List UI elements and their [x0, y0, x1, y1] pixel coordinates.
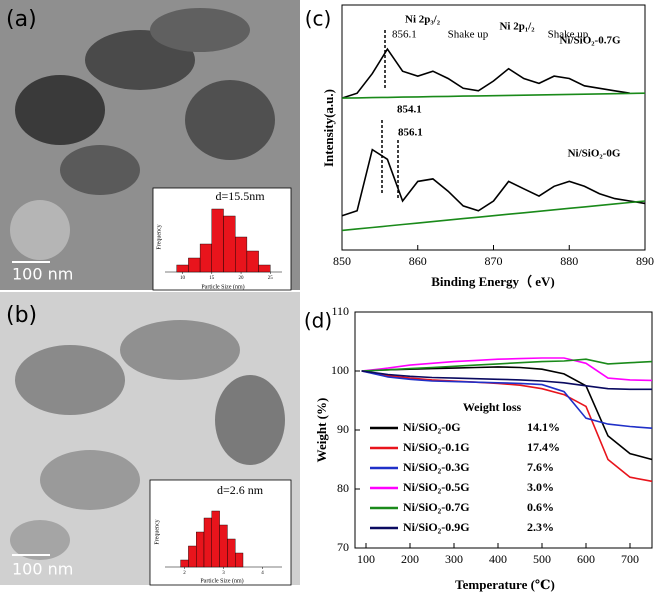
x-tick-label: 870	[485, 254, 503, 268]
plot-frame	[354, 311, 653, 549]
annotation: Ni 2p₃/₂	[405, 14, 441, 26]
inset-title: d=15.5nm	[215, 189, 265, 203]
series-line	[361, 357, 653, 382]
annotation: Ni 2p₁/₂	[499, 21, 535, 33]
series-line	[341, 200, 646, 232]
x-tick-label: 880	[560, 254, 578, 268]
series-line	[341, 47, 630, 99]
series-line	[361, 370, 653, 429]
histogram-bar	[223, 215, 236, 273]
histogram-bar	[188, 257, 201, 273]
series-line	[341, 92, 646, 99]
annotation: Ni/SiO₂-0G	[568, 148, 621, 160]
weight-loss-label: 7.6%	[527, 460, 554, 474]
legend-label: Ni/SiO₂-0.9G	[403, 520, 470, 534]
x-tick-label: 600	[577, 552, 595, 566]
panel-label: (d)	[304, 309, 332, 333]
x-tick-label: 850	[333, 254, 351, 268]
y-tick-label: 110	[331, 304, 349, 318]
scale-bar-label: 100 nm	[12, 560, 73, 579]
histogram-bar	[176, 264, 189, 273]
x-tick-label: 890	[636, 254, 654, 268]
x-axis-label: Particle Size (nm)	[200, 577, 243, 584]
annotation: Shake up	[548, 29, 589, 41]
x-tick-label: 100	[357, 552, 375, 566]
y-tick-label: 70	[337, 540, 349, 554]
y-axis-label: Frequency	[156, 224, 162, 249]
x-tick-label: 2	[183, 571, 186, 576]
annotation: 856.1	[392, 29, 417, 41]
histogram-bar	[203, 517, 213, 568]
panel-label: (a)	[6, 7, 37, 32]
histogram-bar	[234, 236, 248, 273]
weight-loss-label: 14.1%	[527, 420, 560, 434]
annotation: 854.1	[397, 104, 422, 116]
x-tick-label: 700	[621, 552, 639, 566]
scale-bar-label: 100 nm	[12, 265, 73, 284]
histogram-bar	[219, 524, 228, 568]
series-line	[361, 370, 652, 391]
inset-title: d=2.6 nm	[217, 483, 264, 497]
y-tick-label: 80	[337, 481, 349, 495]
histogram-bar	[180, 559, 189, 568]
histogram-bar	[188, 545, 197, 568]
x-tick-label: 10	[180, 276, 186, 281]
x-tick-label: 860	[409, 254, 427, 268]
x-tick-label: 300	[445, 552, 463, 566]
histogram-bar	[258, 264, 271, 273]
x-axis-label: Temperature (℃)	[455, 577, 555, 592]
weight-loss-label: 2.3%	[527, 520, 554, 534]
y-axis-label: Weight (%)	[314, 398, 329, 463]
histogram-bar	[199, 243, 213, 273]
x-axis-label: Binding Energy（ eV)	[431, 274, 555, 289]
annotation: 856.1	[398, 127, 423, 139]
x-tick-label: 200	[401, 552, 419, 566]
legend-label: Ni/SiO₂-0.3G	[403, 460, 470, 474]
y-axis-label: Frequency	[154, 519, 160, 544]
x-tick-label: 3	[222, 571, 225, 576]
legend-label: Ni/SiO₂-0.7G	[403, 500, 470, 514]
legend-label: Ni/SiO₂-0.5G	[403, 480, 470, 494]
y-tick-label: 100	[331, 363, 349, 377]
annotation: Shake up	[448, 29, 489, 41]
x-tick-label: 500	[533, 552, 551, 566]
series-line	[341, 148, 646, 217]
y-tick-label: 90	[337, 422, 349, 436]
x-tick-label: 15	[209, 276, 215, 281]
x-axis-label: Particle Size (nm)	[201, 283, 244, 290]
series-line	[361, 370, 653, 483]
panel-label: (c)	[305, 7, 332, 31]
annotation: Ni/SiO₂-0.7G	[559, 35, 620, 47]
histogram-bar	[211, 510, 220, 568]
histogram-bar	[195, 531, 205, 568]
histogram-bar	[234, 552, 244, 568]
legend-label: Ni/SiO₂-0.1G	[403, 440, 470, 454]
x-tick-label: 20	[239, 276, 245, 281]
panel-label: (b)	[6, 303, 37, 328]
x-tick-label: 4	[261, 571, 264, 576]
weight-loss-label: 0.6%	[527, 500, 554, 514]
legend-label: Ni/SiO₂-0G	[403, 420, 461, 434]
histogram-bar	[246, 250, 259, 273]
weight-loss-label: 3.0%	[527, 480, 554, 494]
x-tick-label: 400	[489, 552, 507, 566]
weight-loss-label: 17.4%	[527, 440, 560, 454]
y-axis-label: Intensity(a.u.)	[321, 89, 336, 167]
x-tick-label: 25	[268, 276, 274, 281]
histogram-bar	[211, 208, 224, 273]
legend-title: Weight loss	[463, 400, 522, 414]
histogram-bar	[227, 538, 236, 568]
series-line	[361, 358, 653, 372]
